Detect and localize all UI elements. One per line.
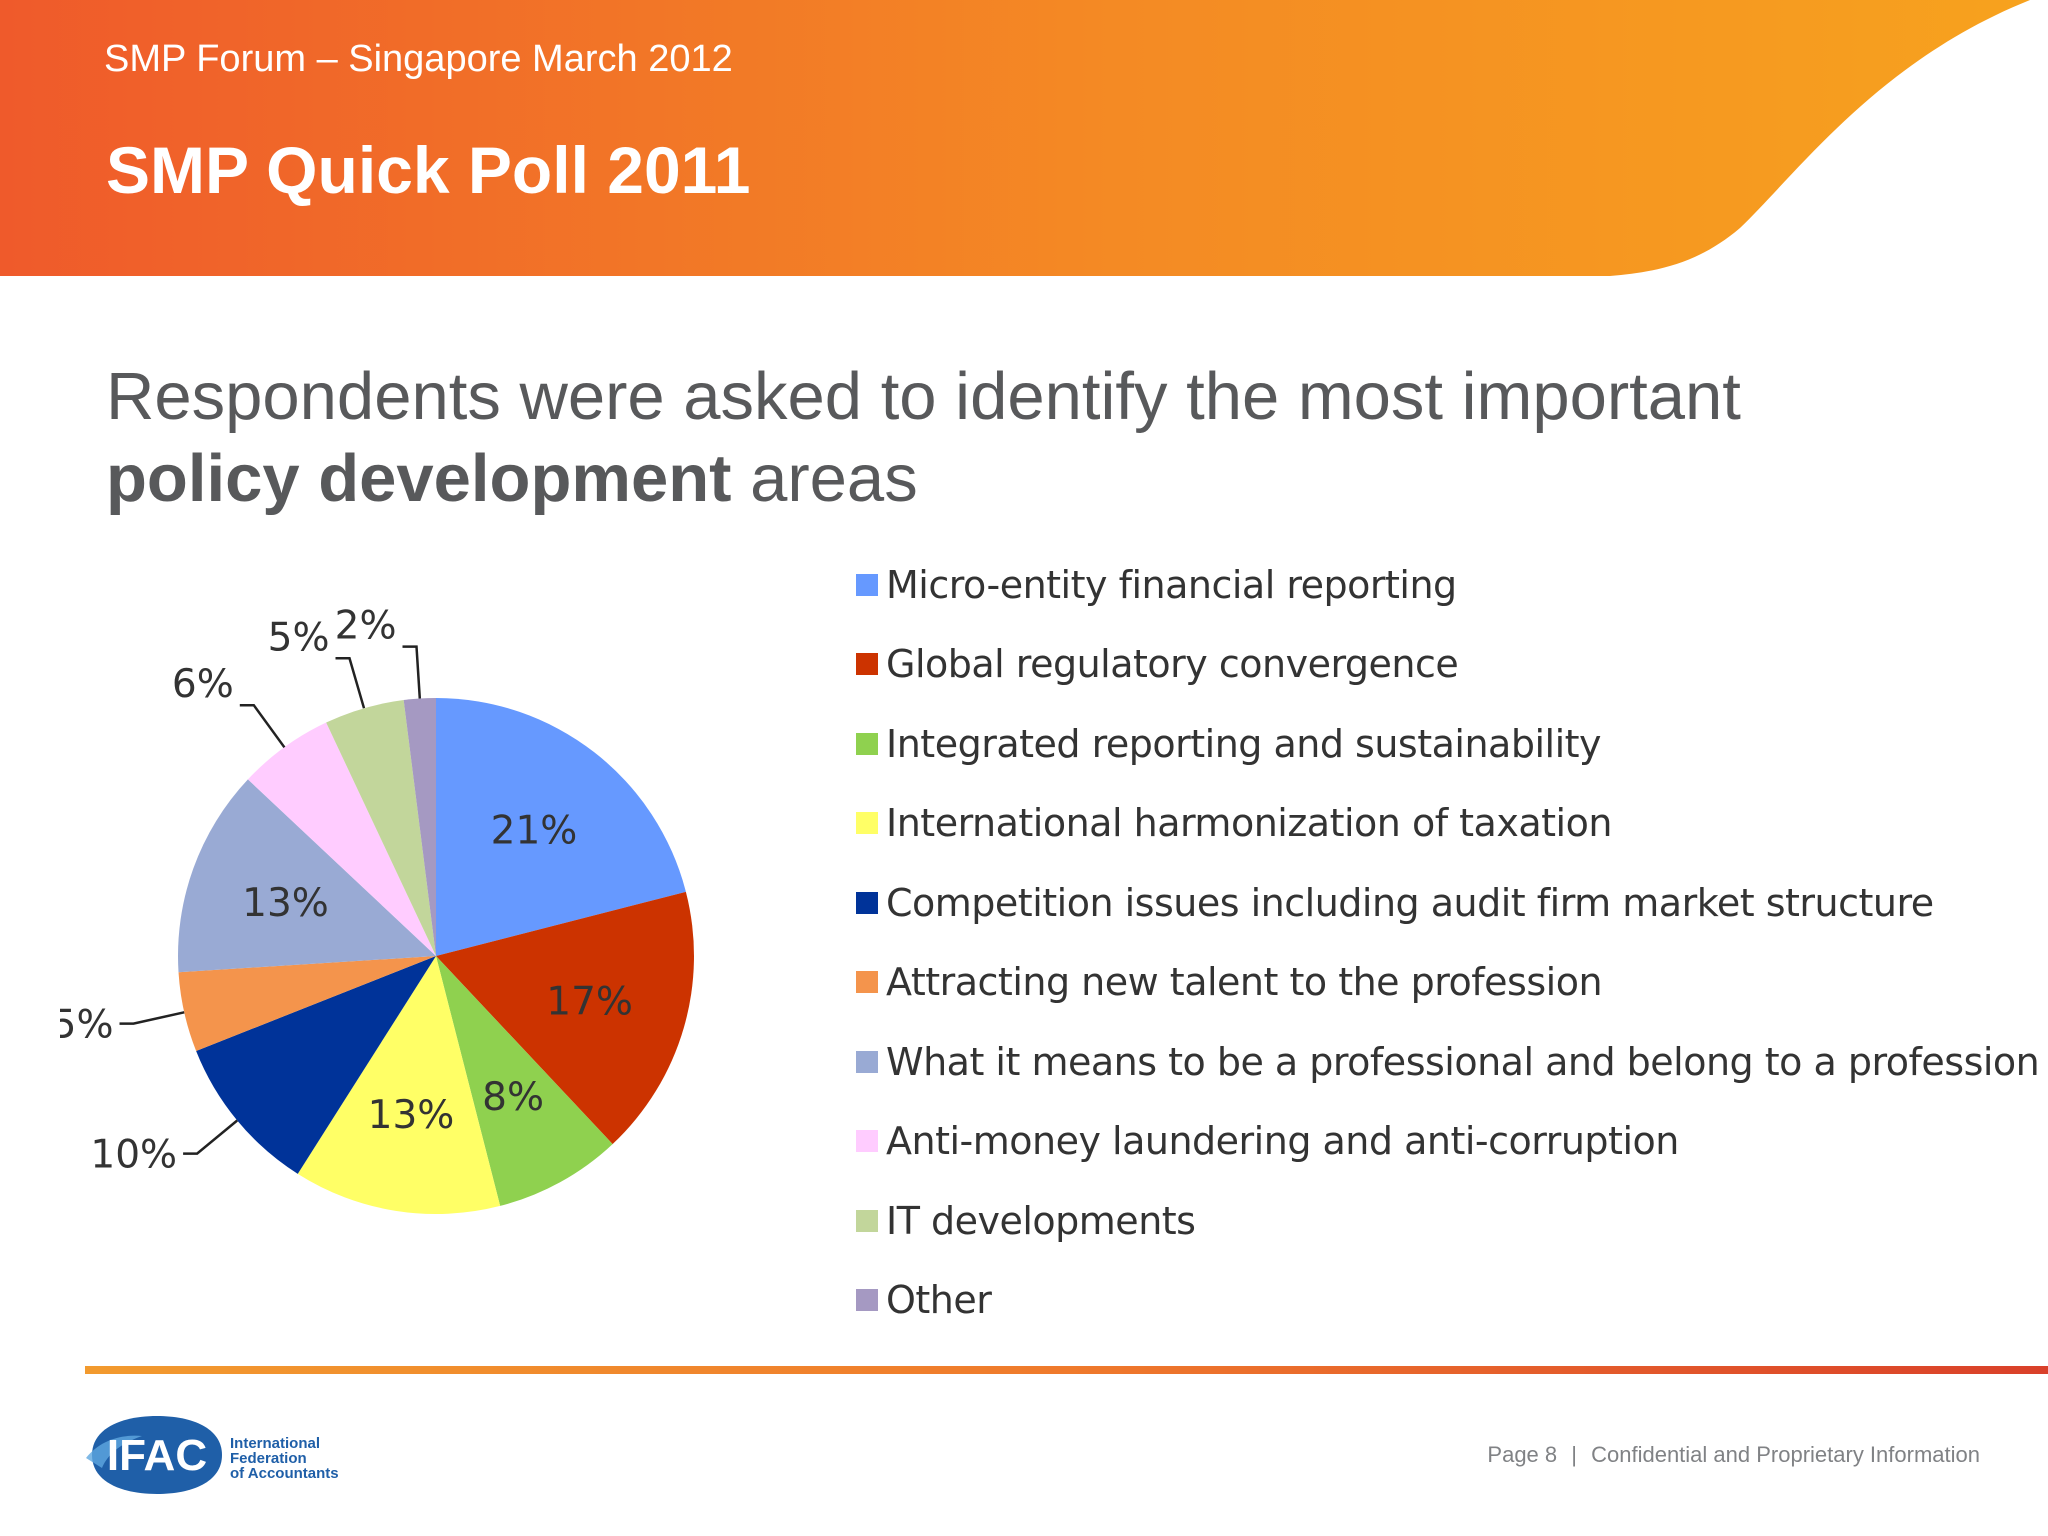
legend-swatch-3 [856, 812, 878, 835]
pie-label-1: 17% [546, 980, 633, 1025]
legend-swatch-5 [856, 971, 878, 994]
slide-title: SMP Quick Poll 2011 [106, 133, 751, 207]
pie-slice-7 [247, 722, 436, 956]
pie-label-6: 13% [242, 881, 329, 926]
pie-label-7: 6% [172, 662, 234, 707]
pie-label-8: 5% [268, 615, 330, 660]
pie-label-3: 13% [368, 1093, 455, 1138]
pie-label-9: 2% [335, 604, 397, 649]
legend-label-4: Competition issues including audit firm … [886, 880, 1934, 925]
footer-separator: | [1571, 1442, 1577, 1467]
pie-label-5: 5% [60, 1003, 114, 1048]
pie-leader-4 [183, 1119, 238, 1155]
question-line-2: policy development areas [106, 438, 1741, 520]
header-banner: SMP Forum – Singapore March 2012 SMP Qui… [0, 0, 2048, 278]
legend-label-2: Integrated reporting and sustainability [886, 721, 1602, 766]
pie-leader-7 [239, 703, 286, 749]
logo-mark: IFAC [107, 1431, 207, 1480]
legend-item-7: Anti-money laundering and anti-corruptio… [856, 1102, 2039, 1182]
event-subtitle: SMP Forum – Singapore March 2012 [104, 38, 733, 80]
pie-slice-6 [178, 779, 436, 973]
legend-item-2: Integrated reporting and sustainability [856, 704, 2039, 784]
ifac-logo-icon: IFAC [86, 1416, 222, 1494]
logo-wordmark: International Federation of Accountants [230, 1436, 339, 1481]
pie-leader-5 [119, 1011, 185, 1025]
legend-item-5: Attracting new talent to the profession [856, 943, 2039, 1023]
pie-slice-5 [178, 956, 436, 1051]
pie-leader-8 [335, 657, 366, 709]
pie-label-4: 10% [90, 1133, 177, 1178]
legend-swatch-9 [856, 1289, 878, 1312]
logo-line-3: of Accountants [230, 1465, 339, 1482]
legend-item-4: Competition issues including audit firm … [856, 863, 2039, 943]
legend-item-1: Global regulatory convergence [856, 625, 2039, 705]
legend-label-8: IT developments [886, 1198, 1196, 1243]
pie-slice-0 [436, 698, 686, 956]
legend-swatch-0 [856, 573, 878, 596]
footer-info: Page 8 | Confidential and Proprietary In… [1487, 1442, 1980, 1468]
logo-line-2: Federation [230, 1450, 307, 1467]
pie-slice-2 [436, 956, 613, 1206]
question-text: Respondents were asked to identify the m… [106, 356, 1741, 520]
legend-item-6: What it means to be a professional and b… [856, 1022, 2040, 1102]
legend-swatch-6 [856, 1050, 878, 1073]
pie-slice-8 [326, 700, 436, 956]
pie-slice-3 [297, 956, 501, 1214]
legend-swatch-4 [856, 891, 878, 914]
legend-swatch-8 [856, 1209, 878, 1232]
pie-label-2: 8% [482, 1075, 544, 1120]
header-background [0, 0, 2030, 276]
legend-label-7: Anti-money laundering and anti-corruptio… [886, 1119, 1679, 1164]
question-line-1: Respondents were asked to identify the m… [106, 359, 1741, 434]
pie-label-0: 21% [491, 809, 578, 854]
pie-data-labels: 21%17%8%13%10%5%13%6%5% 2% [60, 604, 633, 1178]
page-number: Page 8 [1487, 1442, 1558, 1467]
pie-slice-4 [196, 956, 436, 1174]
footer-divider [85, 1366, 2048, 1374]
question-rest: areas [731, 441, 918, 516]
legend-label-9: Other [886, 1278, 992, 1323]
legend-item-8: IT developments [856, 1181, 2039, 1261]
legend-swatch-1 [856, 653, 878, 676]
chart-legend: Micro-entity financial reporting Global r… [856, 545, 2040, 1341]
legend-item-3: International harmonization of taxation [856, 784, 2039, 864]
legend-label-1: Global regulatory convergence [886, 642, 1459, 687]
pie-slice-1 [436, 891, 694, 1145]
legend-label-5: Attracting new talent to the profession [886, 960, 1603, 1005]
legend-swatch-7 [856, 1130, 878, 1153]
legend-item-9: Other [856, 1261, 2039, 1341]
question-emphasis: policy development [106, 441, 732, 516]
logo-line-1: International [230, 1435, 321, 1452]
pie-leader-lines [119, 645, 422, 1155]
pie-slices [178, 698, 694, 1214]
legend-swatch-2 [856, 732, 878, 755]
pie-leader-9 [402, 645, 422, 699]
legend-item-0: Micro-entity financial reporting [856, 545, 2039, 625]
legend-label-3: International harmonization of taxation [886, 801, 1612, 846]
confidential-notice: Confidential and Proprietary Information [1591, 1442, 1980, 1467]
legend-label-0: Micro-entity financial reporting [886, 562, 1457, 607]
pie-chart: 21%17%8%13%10%5%13%6%5% 2% [60, 604, 694, 1214]
legend-label-6: What it means to be a professional and b… [886, 1039, 2040, 1084]
pie-slice-9 [403, 698, 436, 956]
